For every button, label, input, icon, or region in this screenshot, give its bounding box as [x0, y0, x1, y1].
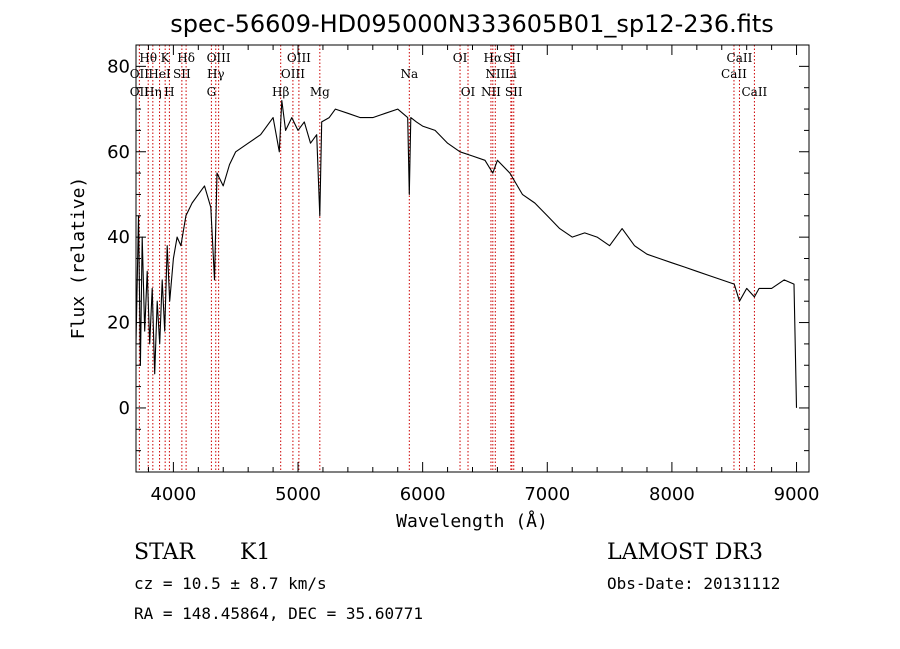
- x-axis-label: Wavelength (Å): [396, 510, 548, 532]
- line-label-Hη: Hη: [144, 85, 162, 99]
- line-label-OII: OII: [130, 85, 150, 99]
- redshift-text: cz = 10.5 ± 8.7 km/s: [134, 574, 327, 593]
- y-tick-label: 0: [119, 398, 130, 419]
- spectral-line-markers: [138, 45, 755, 472]
- line-label-OIII: OIII: [207, 51, 231, 65]
- chart-title: spec-56609-HD095000N333605B01_sp12-236.f…: [170, 10, 774, 38]
- line-label-OI: OI: [461, 85, 476, 99]
- coordinates-text: RA = 148.45864, DEC = 35.60771: [134, 604, 423, 623]
- line-label-NII: NII: [485, 67, 505, 81]
- x-tick-label: 6000: [400, 484, 446, 505]
- y-tick-label: 40: [107, 227, 130, 248]
- line-label-CaII: CaII: [721, 67, 747, 81]
- x-tick-label: 8000: [649, 484, 695, 505]
- line-label-SII: SII: [505, 85, 523, 99]
- line-label-G: G: [207, 85, 217, 99]
- line-label-Li: Li: [505, 67, 517, 81]
- x-tick-label: 9000: [774, 484, 820, 505]
- line-label-NII: NII: [481, 85, 501, 99]
- line-label-Hθ: Hθ: [139, 51, 157, 65]
- line-label-Mg: Mg: [310, 85, 330, 99]
- line-label-Hα: Hα: [484, 51, 503, 65]
- line-label-OIII: OIII: [287, 51, 311, 65]
- line-label-Hβ: Hβ: [272, 85, 289, 99]
- survey-name: LAMOST DR3: [607, 540, 763, 565]
- line-label-CaII: CaII: [741, 85, 767, 99]
- line-label-SII: SII: [503, 51, 521, 65]
- y-tick-label: 60: [107, 142, 130, 163]
- y-tick-label: 80: [107, 56, 130, 77]
- line-label-CaII: CaII: [727, 51, 753, 65]
- obs-date-text: Obs-Date: 20131112: [607, 574, 781, 593]
- plot-frame: [135, 44, 810, 473]
- y-tick-label: 20: [107, 313, 130, 334]
- line-label-H: H: [164, 85, 174, 99]
- x-tick-label: 5000: [275, 484, 321, 505]
- flux-series-line: [135, 99, 798, 408]
- line-label-SII: SII: [173, 67, 191, 81]
- line-label-OII: OII: [130, 67, 150, 81]
- line-label-K: K: [161, 51, 171, 65]
- line-label-HeI: HeI: [148, 67, 171, 81]
- flux-series-group: [135, 99, 798, 408]
- object-class: STAR: [134, 540, 195, 565]
- x-tick-label: 4000: [150, 484, 196, 505]
- line-label-OI: OI: [453, 51, 468, 65]
- x-tick-label: 7000: [524, 484, 570, 505]
- line-label-OIII: OIII: [281, 67, 305, 81]
- line-label-Hδ: Hδ: [177, 51, 195, 65]
- object-subclass: K1: [240, 540, 271, 565]
- line-label-Na: Na: [400, 67, 418, 81]
- y-axis-label: Flux (relative): [68, 177, 89, 340]
- line-label-Hγ: Hγ: [207, 67, 225, 81]
- axis-ticks: 4000 5000 6000 7000 8000 9000 0 20 40 60 80: [107, 45, 819, 505]
